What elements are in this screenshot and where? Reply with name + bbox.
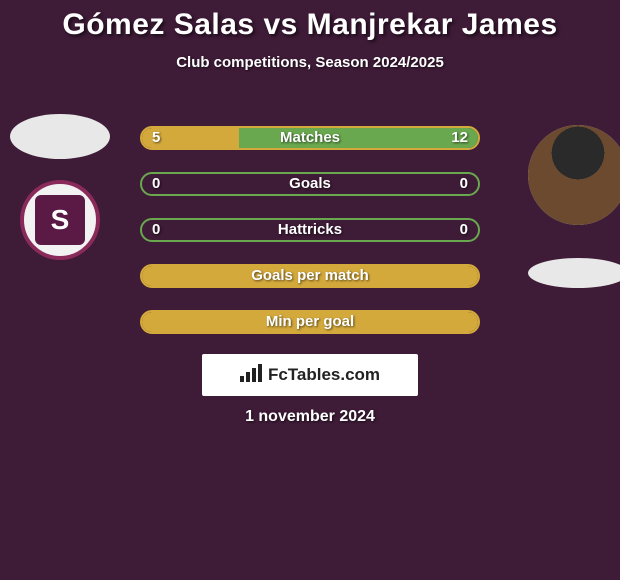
bar-value-left: 5 [152, 129, 160, 146]
bar-label: Goals [142, 175, 478, 192]
page-subtitle: Club competitions, Season 2024/2025 [0, 54, 620, 71]
bar-row: Goals0 0 [140, 172, 480, 196]
comparison-bars: Matches512Goals00Hattricks00Goals per ma… [140, 126, 480, 356]
bar-value-left: 0 [152, 221, 160, 238]
player-right-face [528, 125, 620, 225]
bar-row: Min per goal [140, 310, 480, 334]
bar-fill-left [142, 266, 478, 286]
brand-box[interactable]: FcTables.com [202, 354, 418, 396]
brand-text: FcTables.com [268, 365, 380, 385]
bar-value-right: 12 [451, 129, 468, 146]
footer-date: 1 november 2024 [0, 408, 620, 426]
brand-bars-icon [240, 364, 262, 387]
bar-row: Goals per match [140, 264, 480, 288]
bar-value-right: 0 [460, 221, 468, 238]
bar-fill-left [142, 312, 478, 332]
player-left-avatar [10, 114, 110, 159]
player-right-avatar [528, 125, 620, 225]
player-right-club-badge [528, 258, 620, 288]
bar-label: Hattricks [142, 221, 478, 238]
bar-row: Matches512 [140, 126, 480, 150]
bar-fill-right [239, 128, 478, 148]
page-title: Gómez Salas vs Manjrekar James [0, 0, 620, 42]
bar-row: Hattricks0 0 [140, 218, 480, 242]
comparison-card: Gómez Salas vs Manjrekar James Club comp… [0, 0, 620, 440]
club-badge-letter: S [35, 195, 85, 245]
club-badge-circle: S [20, 180, 100, 260]
bar-value-left: 0 [152, 175, 160, 192]
player-left-club-badge: S [20, 180, 120, 260]
bar-value-right: 0 [460, 175, 468, 192]
